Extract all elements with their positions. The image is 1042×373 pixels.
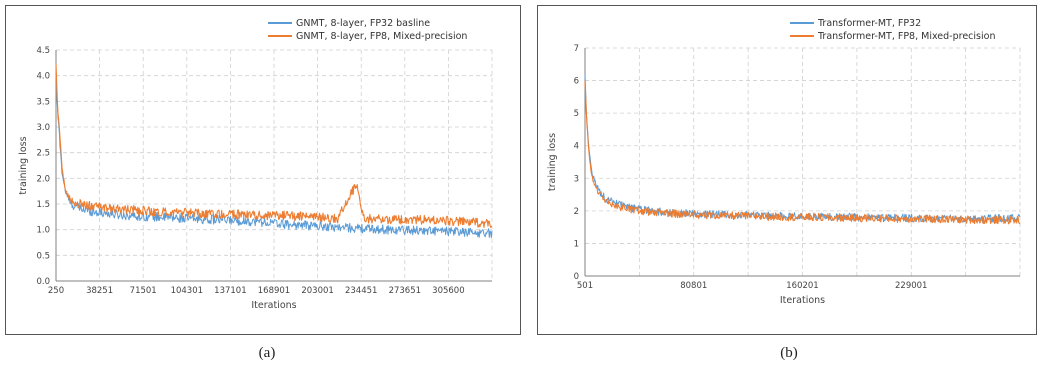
legend-entry: Transformer-MT, FP8, Mixed-precision — [817, 31, 995, 42]
chart-b-svg: 0 1 2 3 4 5 6 7 501 80801 160201 229001 Iterations tr… — [547, 18, 1021, 306]
y-tick-label: 2.5 — [36, 149, 50, 159]
x-axis-label: Iterations — [251, 300, 296, 311]
chart-a-svg: 0.0 0.5 1.0 1.5 2.0 2.5 3.0 3.5 4.0 4.5 250 38251 71… — [18, 18, 493, 311]
x-tick-label: 250 — [48, 286, 64, 296]
x-tick-label: 80801 — [680, 281, 707, 291]
y-tick-label: 0 — [574, 272, 579, 282]
x-tick-label: 234451 — [345, 286, 377, 296]
y-tick-label: 1.5 — [36, 200, 50, 210]
legend-entry: Transformer-MT, FP32 — [817, 18, 921, 29]
y-tick-label: 0.5 — [36, 251, 50, 261]
x-tick-label: 305600 — [432, 286, 464, 296]
legend-entry: GNMT, 8-layer, FP8, Mixed-precision — [296, 31, 467, 42]
x-tick-label: 38251 — [86, 286, 113, 296]
x-axis-label: Iterations — [780, 295, 825, 306]
y-axis-label: training loss — [18, 136, 29, 194]
y-tick-label: 6 — [574, 77, 579, 87]
x-tick-label: 137101 — [214, 286, 246, 296]
legend-entry: GNMT, 8-layer, FP32 basline — [296, 18, 430, 29]
y-tick-label: 5 — [574, 109, 579, 119]
caption-a: (a) — [258, 345, 276, 361]
x-tick-label: 229001 — [895, 281, 927, 291]
x-tick-label: 273651 — [389, 286, 421, 296]
series-line — [55, 63, 493, 228]
y-tick-label: 0.0 — [36, 277, 50, 287]
y-tick-label: 2 — [574, 207, 579, 217]
x-tick-label: 501 — [577, 281, 593, 291]
x-tick-label: 203001 — [301, 286, 333, 296]
y-tick-label: 2.0 — [36, 174, 50, 184]
x-tick-label: 168901 — [258, 286, 290, 296]
y-tick-label: 1.0 — [36, 226, 50, 236]
y-tick-label: 3.5 — [36, 97, 50, 107]
y-tick-label: 1 — [574, 239, 579, 249]
y-tick-label: 7 — [574, 44, 579, 54]
y-tick-label: 3.0 — [36, 123, 50, 133]
y-tick-label: 4.5 — [36, 46, 50, 56]
caption-b: (b) — [780, 345, 798, 361]
y-axis-label: training loss — [547, 133, 558, 191]
x-tick-label: 160201 — [786, 281, 818, 291]
y-tick-label: 4 — [574, 142, 579, 152]
x-tick-label: 104301 — [171, 286, 203, 296]
y-tick-label: 4.0 — [36, 72, 50, 82]
series-line — [584, 81, 1021, 225]
series-line — [55, 73, 493, 239]
chart-panel-b: 0 1 2 3 4 5 6 7 501 80801 160201 229001 Iterations tr… — [537, 5, 1037, 335]
x-tick-label: 71501 — [130, 286, 157, 296]
y-tick-label: 3 — [574, 174, 579, 184]
chart-panel-a: 0.0 0.5 1.0 1.5 2.0 2.5 3.0 3.5 4.0 4.5 250 38251 71… — [5, 5, 521, 335]
